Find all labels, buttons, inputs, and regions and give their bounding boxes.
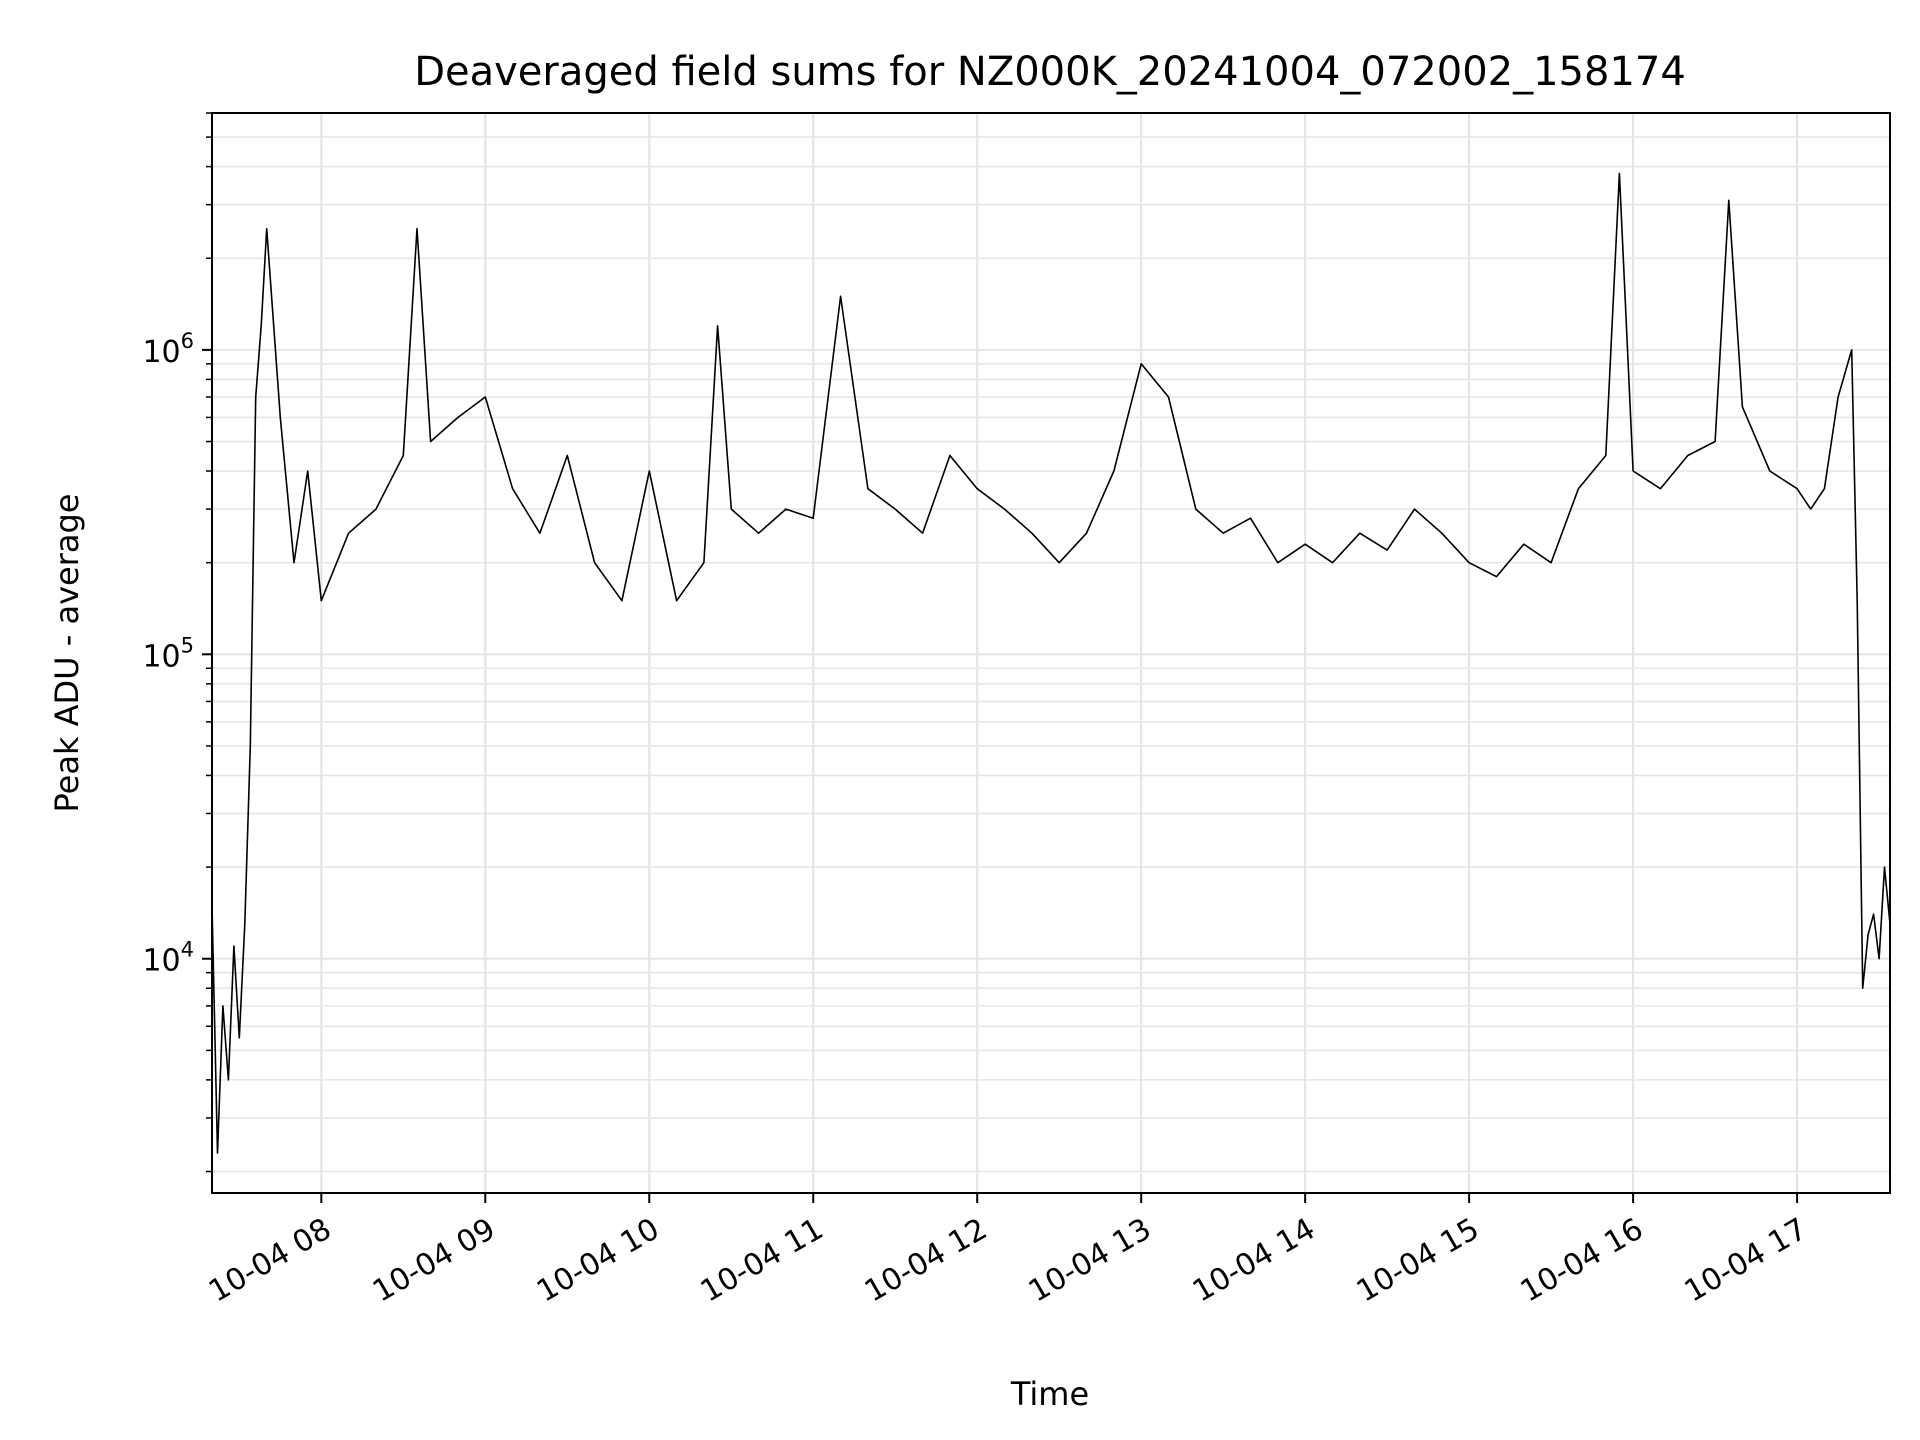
series-line [211, 172, 1891, 1154]
y-axis-title: Peak ADU - average [48, 494, 86, 813]
chart-title: Deaveraged field sums for NZ000K_2024100… [414, 49, 1686, 95]
series-group [211, 172, 1891, 1154]
x-axis-title: Time [1010, 1375, 1089, 1413]
y-axis-ticks: 104 105 106 [142, 112, 212, 1173]
y-tick-label: 106 [142, 329, 194, 370]
y-tick-label: 104 [142, 938, 194, 979]
y-tick-label: 105 [142, 633, 194, 674]
plot-frame [211, 112, 1891, 1194]
